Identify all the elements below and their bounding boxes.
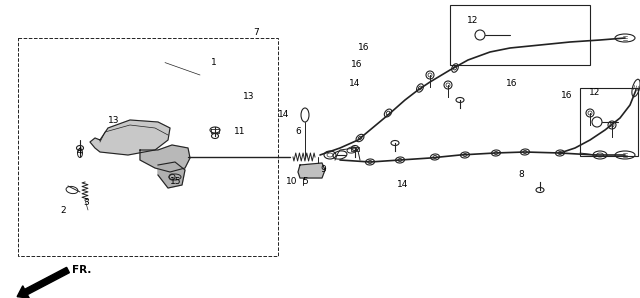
Text: 4: 4: [77, 148, 83, 156]
Text: 16: 16: [358, 43, 370, 52]
FancyArrow shape: [17, 267, 69, 298]
Bar: [450, 5, 590, 65]
Text: 16: 16: [561, 91, 572, 100]
Text: 13: 13: [108, 116, 119, 125]
Text: 16: 16: [351, 60, 362, 69]
Text: 12: 12: [589, 88, 600, 97]
Text: 9: 9: [320, 165, 326, 174]
Bar: [580, 88, 638, 156]
Polygon shape: [298, 163, 325, 178]
Text: 12: 12: [467, 16, 479, 25]
Text: 14: 14: [278, 110, 290, 119]
Text: 13: 13: [243, 92, 255, 101]
Text: 11: 11: [234, 127, 245, 136]
Text: 14: 14: [397, 180, 408, 189]
Text: 14: 14: [349, 79, 360, 88]
Text: FR.: FR.: [72, 265, 92, 275]
Text: 7: 7: [253, 28, 259, 37]
Text: 3: 3: [83, 198, 89, 207]
Polygon shape: [90, 120, 170, 155]
Bar: [18, 38, 278, 256]
Text: 16: 16: [506, 79, 517, 88]
Text: 8: 8: [518, 170, 524, 179]
Text: 10: 10: [286, 177, 298, 186]
Text: 2: 2: [61, 206, 67, 215]
Text: 5: 5: [302, 177, 308, 186]
Text: 1: 1: [211, 58, 217, 67]
Text: 15: 15: [170, 177, 181, 186]
Polygon shape: [140, 145, 190, 172]
Text: 6: 6: [296, 127, 301, 136]
Polygon shape: [158, 162, 185, 188]
